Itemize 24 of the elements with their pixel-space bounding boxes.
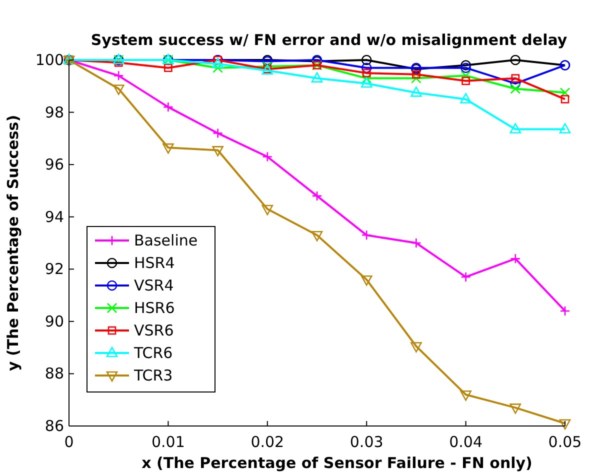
y-tick-label: 86 — [44, 417, 64, 435]
y-tick-label: 92 — [44, 260, 64, 278]
y-tick-label: 96 — [44, 156, 64, 174]
x-tick-label: 0 — [64, 433, 74, 451]
chart-title: System success w/ FN error and w/o misalignment delay — [90, 31, 568, 49]
x-tick-label: 0.04 — [449, 433, 483, 451]
y-tick-label: 94 — [44, 208, 64, 226]
legend-label: TCR6 — [133, 344, 173, 362]
legend-label: VSR4 — [134, 276, 174, 294]
legend-label: Baseline — [134, 232, 198, 250]
legend-label: HSR4 — [134, 254, 175, 272]
y-tick-label: 88 — [44, 364, 64, 383]
legend-label: HSR6 — [134, 299, 175, 317]
y-tick-label: 98 — [44, 103, 64, 122]
legend-label: VSR6 — [134, 322, 174, 340]
x-tick-label: 0.05 — [548, 433, 582, 451]
y-tick-label: 90 — [44, 312, 64, 330]
y-tick-label: 100 — [35, 51, 64, 69]
x-axis-title: x (The Percentage of Sensor Failure - FN only) — [142, 454, 532, 472]
x-tick-label: 0.01 — [151, 433, 185, 451]
legend-label: TCR3 — [133, 366, 173, 384]
y-axis-title: y (The Percentage of Success) — [4, 114, 22, 372]
x-tick-label: 0.02 — [250, 433, 284, 451]
x-tick-label: 0.03 — [350, 433, 384, 451]
